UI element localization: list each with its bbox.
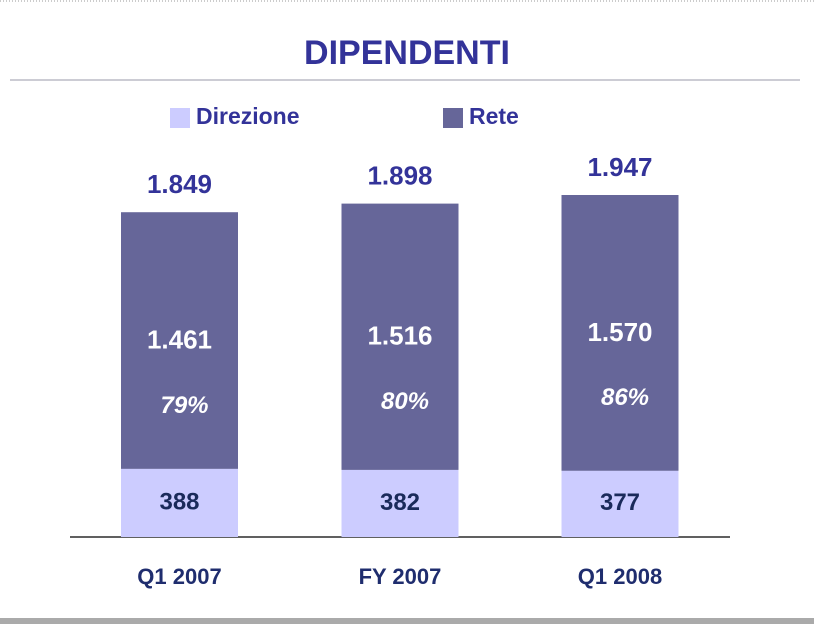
value-label: 1.516 [367, 321, 432, 351]
legend-swatch [443, 108, 463, 128]
total-label: 1.947 [587, 152, 652, 182]
share-label: 80% [381, 388, 429, 415]
value-label: 1.570 [587, 317, 652, 347]
bar-segment [341, 203, 459, 470]
bottom-border [0, 618, 814, 624]
x-tick-label: FY 2007 [359, 564, 442, 589]
bar-segment [561, 470, 679, 537]
bar-segment [121, 212, 238, 469]
value-label: 382 [380, 489, 420, 516]
legend-label: Direzione [196, 103, 300, 129]
total-label: 1.849 [147, 169, 212, 199]
value-label: 1.461 [147, 324, 212, 354]
value-label: 377 [600, 489, 640, 516]
x-tick-label: Q1 2008 [578, 564, 662, 589]
value-label: 388 [159, 488, 199, 515]
total-label: 1.898 [367, 160, 432, 190]
chart-title: DIPENDENTI [304, 34, 510, 72]
bar-segment [121, 468, 238, 537]
legend-swatch [170, 108, 190, 128]
legend-label: Rete [469, 103, 519, 129]
x-tick-label: Q1 2007 [137, 564, 221, 589]
share-label: 79% [160, 392, 208, 419]
bar-segment [341, 469, 459, 537]
bar-segment [561, 195, 679, 471]
share-label: 86% [601, 384, 649, 411]
